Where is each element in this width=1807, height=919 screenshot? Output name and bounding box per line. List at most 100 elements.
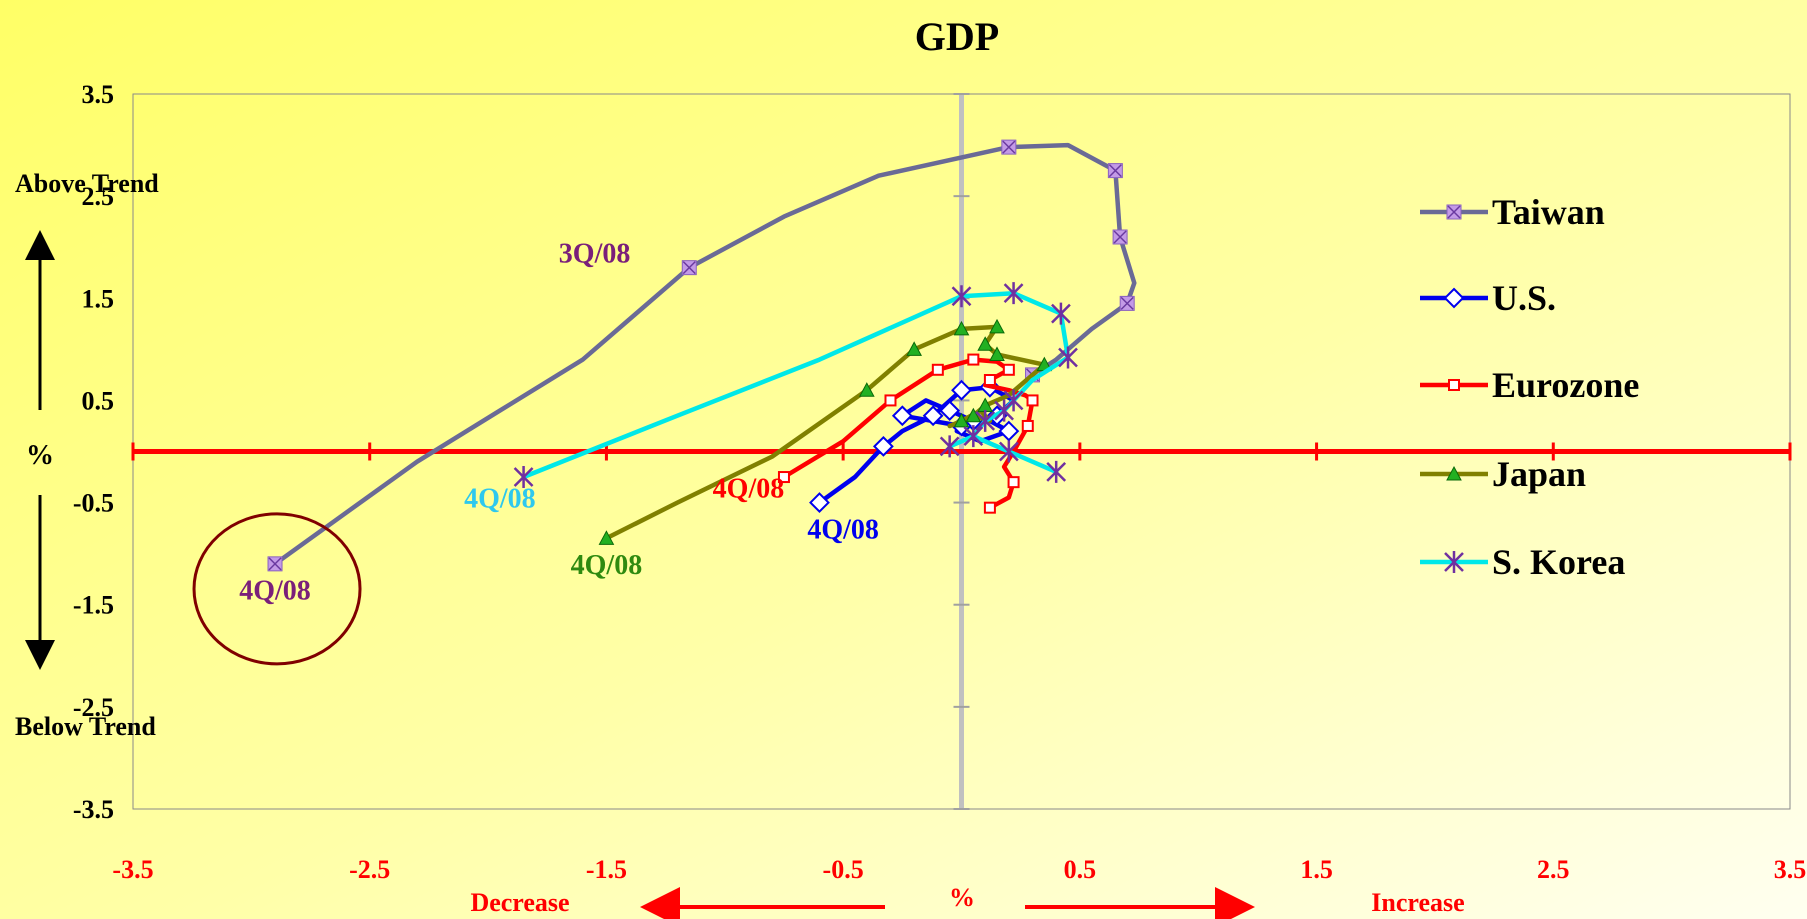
x-axis-unit: % xyxy=(949,883,975,912)
legend-item-japan: Japan xyxy=(1420,454,1586,494)
series-taiwan xyxy=(267,139,1137,572)
marker-square xyxy=(1021,419,1034,432)
marker-star xyxy=(998,440,1019,463)
legend-label: Japan xyxy=(1492,454,1586,494)
data-point-eurozone xyxy=(1026,394,1039,407)
data-point-eurozone xyxy=(884,394,897,407)
x-tick-label: -2.5 xyxy=(349,855,390,884)
y-tick-label: -0.5 xyxy=(73,489,114,518)
legend-marker xyxy=(1446,465,1462,481)
data-point-japan xyxy=(953,412,970,428)
marker-cross xyxy=(268,557,282,571)
marker-triangle xyxy=(858,382,875,397)
marker-triangle xyxy=(598,530,615,545)
x-decrease-label: Decrease xyxy=(470,888,569,917)
y-tick-label: -3.5 xyxy=(73,795,114,824)
marker-triangle xyxy=(989,346,1005,361)
legend-marker xyxy=(1444,551,1464,573)
marker-diamond xyxy=(951,379,972,401)
marker-star xyxy=(1058,346,1078,369)
marker-star xyxy=(951,285,972,308)
marker-diamond xyxy=(922,405,944,427)
annotation-label: 4Q/08 xyxy=(807,514,879,545)
marker-triangle xyxy=(989,318,1005,334)
y-below-label: Below Trend xyxy=(15,712,156,741)
y-tick-label: 0.5 xyxy=(82,386,115,415)
data-point-s-korea xyxy=(994,399,1014,422)
marker-square xyxy=(931,363,944,376)
annotation-label: 4Q/08 xyxy=(713,473,785,504)
marker-square xyxy=(1026,394,1039,407)
data-point-u-s xyxy=(891,405,913,427)
annotation-label: 4Q/08 xyxy=(239,576,311,607)
marker-square xyxy=(983,374,996,386)
data-point-japan xyxy=(598,530,615,545)
legend-label: Eurozone xyxy=(1492,365,1639,405)
data-point-japan xyxy=(858,382,875,397)
legend-label: S. Korea xyxy=(1492,542,1625,582)
series-s-korea xyxy=(513,282,1078,489)
data-point-eurozone xyxy=(1007,476,1020,489)
marker-diamond xyxy=(998,420,1020,442)
data-point-eurozone xyxy=(777,471,790,484)
data-point-s-korea xyxy=(951,285,972,308)
marker-star xyxy=(994,399,1014,422)
legend: Taiwan U.S. Eurozone Japan S. Korea xyxy=(1420,192,1639,582)
legend-label: Taiwan xyxy=(1492,192,1605,232)
data-point-s-korea xyxy=(1003,282,1024,305)
marker-triangle xyxy=(906,341,922,356)
data-point-eurozone xyxy=(1002,363,1015,376)
marker-cross xyxy=(1113,230,1127,244)
y-tick-label: 2.5 xyxy=(82,182,115,211)
data-point-eurozone xyxy=(1021,419,1034,432)
marker-cross xyxy=(1120,296,1134,310)
marker-square xyxy=(1007,476,1020,489)
data-point-taiwan xyxy=(1107,163,1123,179)
data-point-eurozone xyxy=(967,353,980,366)
marker-star xyxy=(939,435,960,458)
data-point-u-s xyxy=(998,420,1020,442)
x-tick-label: 1.5 xyxy=(1300,855,1333,884)
marker-square xyxy=(983,501,996,514)
y-tick-label: -2.5 xyxy=(73,693,114,722)
data-point-japan xyxy=(906,341,922,356)
data-point-japan xyxy=(989,346,1005,361)
annotation-label: 3Q/08 xyxy=(559,239,631,270)
marker-cross xyxy=(682,261,696,275)
marker-square xyxy=(1448,379,1460,391)
legend-marker xyxy=(1443,287,1465,309)
data-point-s-korea xyxy=(1046,460,1067,483)
y-axis-unit: % xyxy=(26,440,54,471)
data-point-japan xyxy=(977,336,994,351)
data-point-u-s xyxy=(809,492,830,513)
x-increase-label: Increase xyxy=(1371,888,1464,917)
data-point-japan xyxy=(965,407,982,423)
y-tick-label: 1.5 xyxy=(82,284,115,313)
marker-triangle xyxy=(1446,465,1462,481)
data-point-s-korea xyxy=(513,466,534,489)
data-point-s-korea xyxy=(939,435,960,458)
series-line-eurozone xyxy=(781,357,1035,510)
legend-item-eurozone: Eurozone xyxy=(1420,365,1639,405)
x-tick-label: -1.5 xyxy=(586,855,627,884)
data-point-u-s xyxy=(922,405,944,427)
y-above-label: Above Trend xyxy=(15,169,159,198)
data-point-taiwan xyxy=(1119,295,1135,311)
marker-cross xyxy=(1002,140,1016,154)
data-point-japan xyxy=(953,320,970,336)
data-point-u-s xyxy=(939,400,961,422)
data-point-taiwan xyxy=(681,260,697,276)
marker-star xyxy=(513,466,534,489)
data-point-s-korea xyxy=(975,409,996,432)
data-point-s-korea xyxy=(998,440,1019,463)
marker-square xyxy=(777,471,790,484)
data-point-u-s xyxy=(872,435,894,457)
marker-square xyxy=(884,394,897,407)
data-point-u-s xyxy=(951,379,972,401)
marker-diamond xyxy=(1443,287,1465,309)
y-tick-label: 3.5 xyxy=(82,80,115,109)
marker-cross xyxy=(1447,205,1461,219)
